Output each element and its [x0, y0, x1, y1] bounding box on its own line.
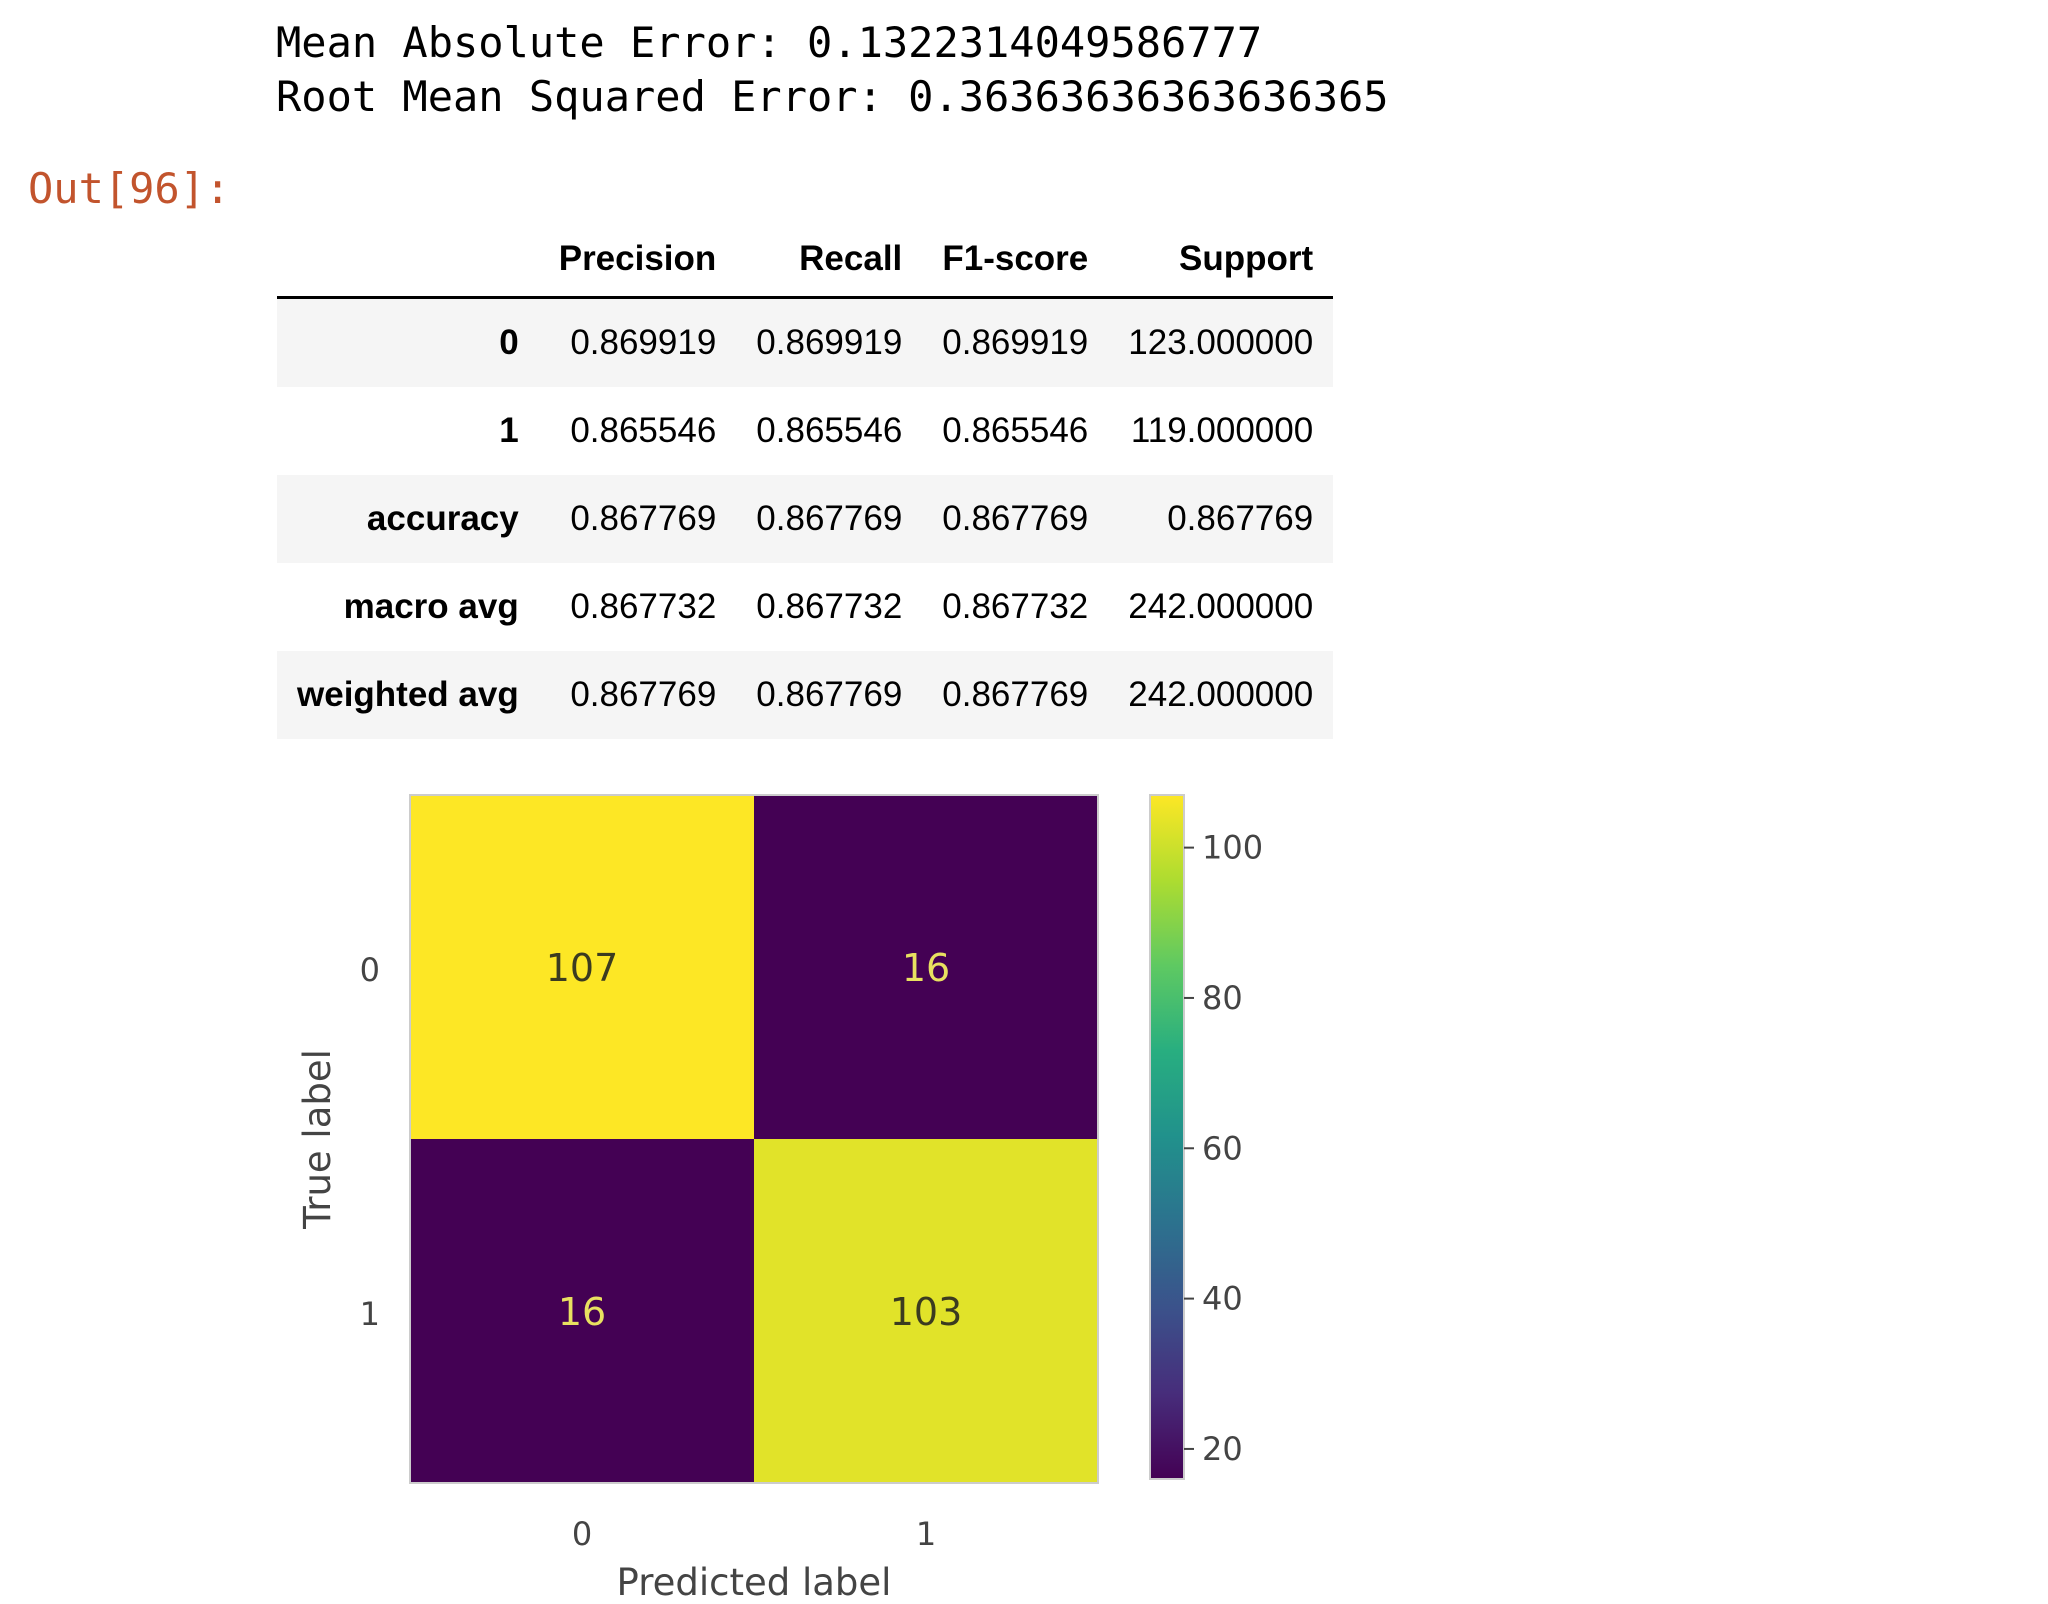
colorbar-tick-label: 100	[1202, 829, 1263, 867]
cell-value-label: 107	[546, 946, 619, 990]
heatmap-frame	[409, 794, 1099, 1484]
cell-f1-score: 0.865546	[942, 411, 1089, 450]
y-axis-label: True label	[296, 1049, 339, 1230]
cell-recall: 0.865546	[756, 411, 903, 450]
heatmap-labels: 107 16 16 103 0 1 0 1 Predicted label True label	[296, 946, 962, 1604]
cell-precision: 0.867769	[570, 499, 717, 538]
header-recall: Recall	[736, 222, 923, 299]
output-prompt: Out[96]:	[28, 164, 231, 213]
header-f1-score: F1-score	[922, 222, 1109, 299]
table-row: accuracy 0.867769 0.867769 0.867769 0.86…	[277, 475, 1334, 563]
cell-f1-score: 0.867732	[942, 587, 1089, 626]
y-tick-label: 0	[360, 951, 380, 989]
colorbar-gradient	[1149, 794, 1185, 1480]
cell-value-label: 16	[902, 946, 950, 990]
x-tick-label: 0	[572, 1515, 592, 1553]
heatmap-cell	[754, 795, 1098, 1139]
heatmap-cell	[410, 795, 754, 1139]
cell-value-label: 103	[890, 1290, 963, 1334]
cell-support: 242.000000	[1128, 675, 1314, 714]
row-label: 1	[499, 411, 519, 450]
heatmap-cell	[410, 1139, 754, 1483]
cell-support: 123.000000	[1128, 323, 1314, 362]
rmse-line: Root Mean Squared Error: 0.3636363636363…	[276, 72, 1389, 121]
table-header-row: Precision Recall F1-score Support	[277, 222, 1334, 299]
cell-precision: 0.865546	[570, 411, 717, 450]
colorbar: 20 40 60 80 100	[1149, 794, 1263, 1480]
heatmap-cells	[409, 794, 1099, 1484]
classification-report-table: Precision Recall F1-score Support 0 0.86…	[277, 222, 1334, 739]
row-label: accuracy	[366, 499, 519, 538]
colorbar-tick-label: 60	[1202, 1129, 1243, 1167]
cell-precision: 0.867769	[570, 675, 717, 714]
cell-f1-score: 0.869919	[942, 323, 1089, 362]
x-tick-label: 1	[916, 1515, 936, 1553]
row-label: 0	[499, 323, 519, 362]
stdout-output: Mean Absolute Error: 0.1322314049586777 R…	[276, 16, 1389, 124]
x-axis-label: Predicted label	[617, 1561, 892, 1604]
cell-recall: 0.869919	[756, 323, 903, 362]
colorbar-tick-label: 80	[1202, 979, 1243, 1017]
row-label: weighted avg	[297, 675, 519, 714]
cell-value-label: 16	[558, 1290, 606, 1334]
cell-recall: 0.867769	[756, 675, 903, 714]
table-row: 1 0.865546 0.865546 0.865546 119.000000	[277, 387, 1334, 475]
mae-line: Mean Absolute Error: 0.1322314049586777	[276, 18, 1263, 67]
colorbar-tick-label: 20	[1202, 1430, 1243, 1468]
cell-precision: 0.869919	[570, 323, 717, 362]
y-tick-label: 1	[360, 1295, 380, 1333]
colorbar-tick-label: 40	[1202, 1280, 1243, 1318]
table-row: weighted avg 0.867769 0.867769 0.867769 …	[277, 651, 1334, 739]
cell-support: 119.000000	[1130, 411, 1314, 450]
cell-f1-score: 0.867769	[942, 499, 1089, 538]
row-label: macro avg	[343, 587, 519, 626]
header-support: Support	[1108, 222, 1334, 299]
cell-support: 242.000000	[1128, 587, 1314, 626]
header-precision: Precision	[538, 222, 737, 299]
table-row: macro avg 0.867732 0.867732 0.867732 242…	[277, 563, 1334, 651]
header-index	[277, 222, 539, 299]
cell-recall: 0.867732	[756, 587, 903, 626]
table-row: 0 0.869919 0.869919 0.869919 123.000000	[277, 297, 1334, 387]
cell-support: 0.867769	[1167, 499, 1314, 538]
cell-recall: 0.867769	[756, 499, 903, 538]
cell-precision: 0.867732	[570, 587, 717, 626]
cell-f1-score: 0.867769	[942, 675, 1089, 714]
heatmap-cell	[754, 1139, 1098, 1483]
